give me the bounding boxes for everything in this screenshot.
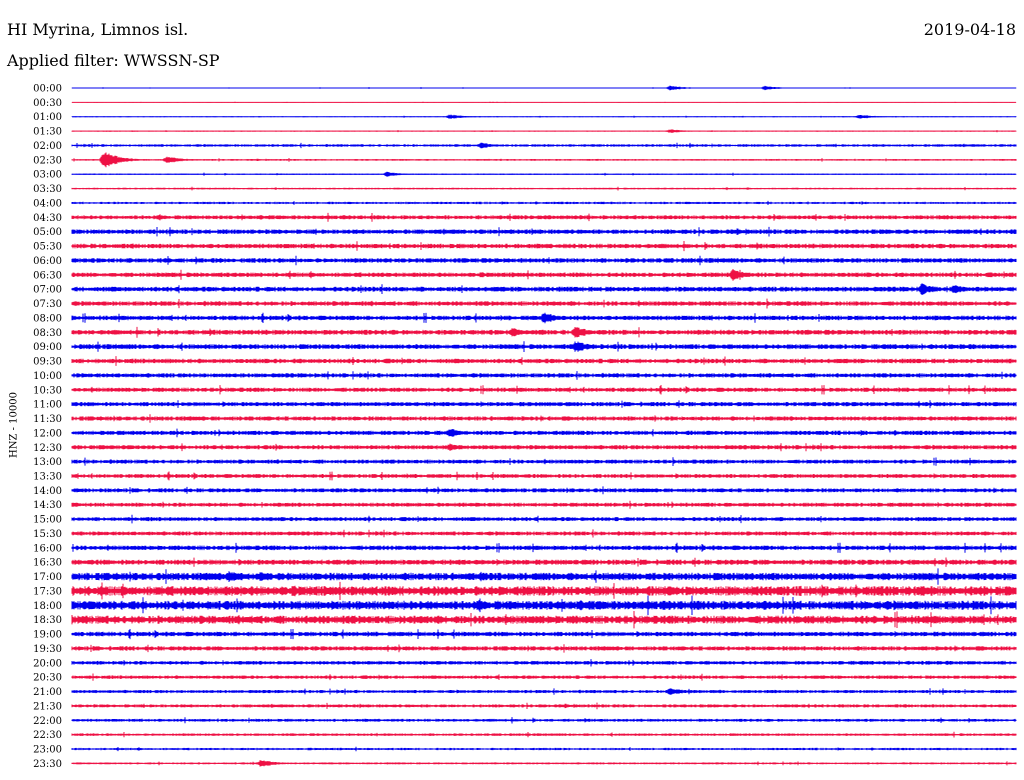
filter-label: Applied filter: WWSSN-SP — [7, 51, 220, 70]
row-time-label: 22:00 — [33, 716, 62, 727]
row-time-label: 19:00 — [33, 630, 62, 641]
row-time-label: 00:00 — [33, 84, 62, 95]
row-time-label: 06:30 — [33, 270, 62, 281]
row-time-label: 00:30 — [33, 98, 62, 109]
station-title: HI Myrina, Limnos isl. — [7, 20, 189, 39]
row-time-label: 02:00 — [33, 141, 62, 152]
row-time-label: 01:00 — [33, 112, 62, 123]
row-time-label: 13:00 — [33, 457, 62, 468]
row-time-label: 22:30 — [33, 730, 62, 741]
row-time-label: 23:00 — [33, 745, 62, 756]
row-time-label: 21:00 — [33, 687, 62, 698]
row-time-label: 04:30 — [33, 213, 62, 224]
row-time-label: 17:00 — [33, 572, 62, 583]
row-time-label: 10:30 — [33, 385, 62, 396]
row-time-label: 10:00 — [33, 371, 62, 382]
row-time-label: 18:30 — [33, 615, 62, 626]
row-time-label: 09:00 — [33, 342, 62, 353]
row-time-label: 19:30 — [33, 644, 62, 655]
row-time-label: 16:00 — [33, 543, 62, 554]
traces — [71, 85, 1017, 767]
row-time-label: 15:30 — [33, 529, 62, 540]
row-time-label: 02:30 — [33, 155, 62, 166]
row-time-label: 15:00 — [33, 515, 62, 526]
row-time-label: 14:30 — [33, 500, 62, 511]
row-time-label: 14:00 — [33, 486, 62, 497]
row-time-label: 11:30 — [33, 414, 62, 425]
row-time-label: 06:00 — [33, 256, 62, 267]
row-time-label: 23:30 — [33, 759, 62, 770]
row-time-label: 18:00 — [33, 601, 62, 612]
row-time-label: 16:30 — [33, 558, 62, 569]
row-time-label: 07:30 — [33, 299, 62, 310]
row-time-label: 17:30 — [33, 586, 62, 597]
row-time-label: 21:30 — [33, 701, 62, 712]
row-time-label: 05:00 — [33, 227, 62, 238]
row-time-label: 09:30 — [33, 357, 62, 368]
date-label: 2019-04-18 — [923, 20, 1016, 39]
row-labels: 00:00 00:30 01:00 01:30 02:00 02:30 03:00 03:30… — [33, 84, 62, 770]
row-time-label: 20:00 — [33, 658, 62, 669]
row-time-label: 08:00 — [33, 313, 62, 324]
row-time-label: 08:30 — [33, 328, 62, 339]
row-time-label: 12:30 — [33, 443, 62, 454]
row-time-label: 03:30 — [33, 184, 62, 195]
row-time-label: 12:00 — [33, 428, 62, 439]
row-time-label: 01:30 — [33, 127, 62, 138]
row-time-label: 20:30 — [33, 673, 62, 684]
row-time-label: 07:00 — [33, 285, 62, 296]
row-time-label: 05:30 — [33, 242, 62, 253]
row-time-label: 11:00 — [33, 400, 62, 411]
row-time-label: 13:30 — [33, 471, 62, 482]
row-time-label: 04:00 — [33, 198, 62, 209]
row-time-label: 03:00 — [33, 170, 62, 181]
